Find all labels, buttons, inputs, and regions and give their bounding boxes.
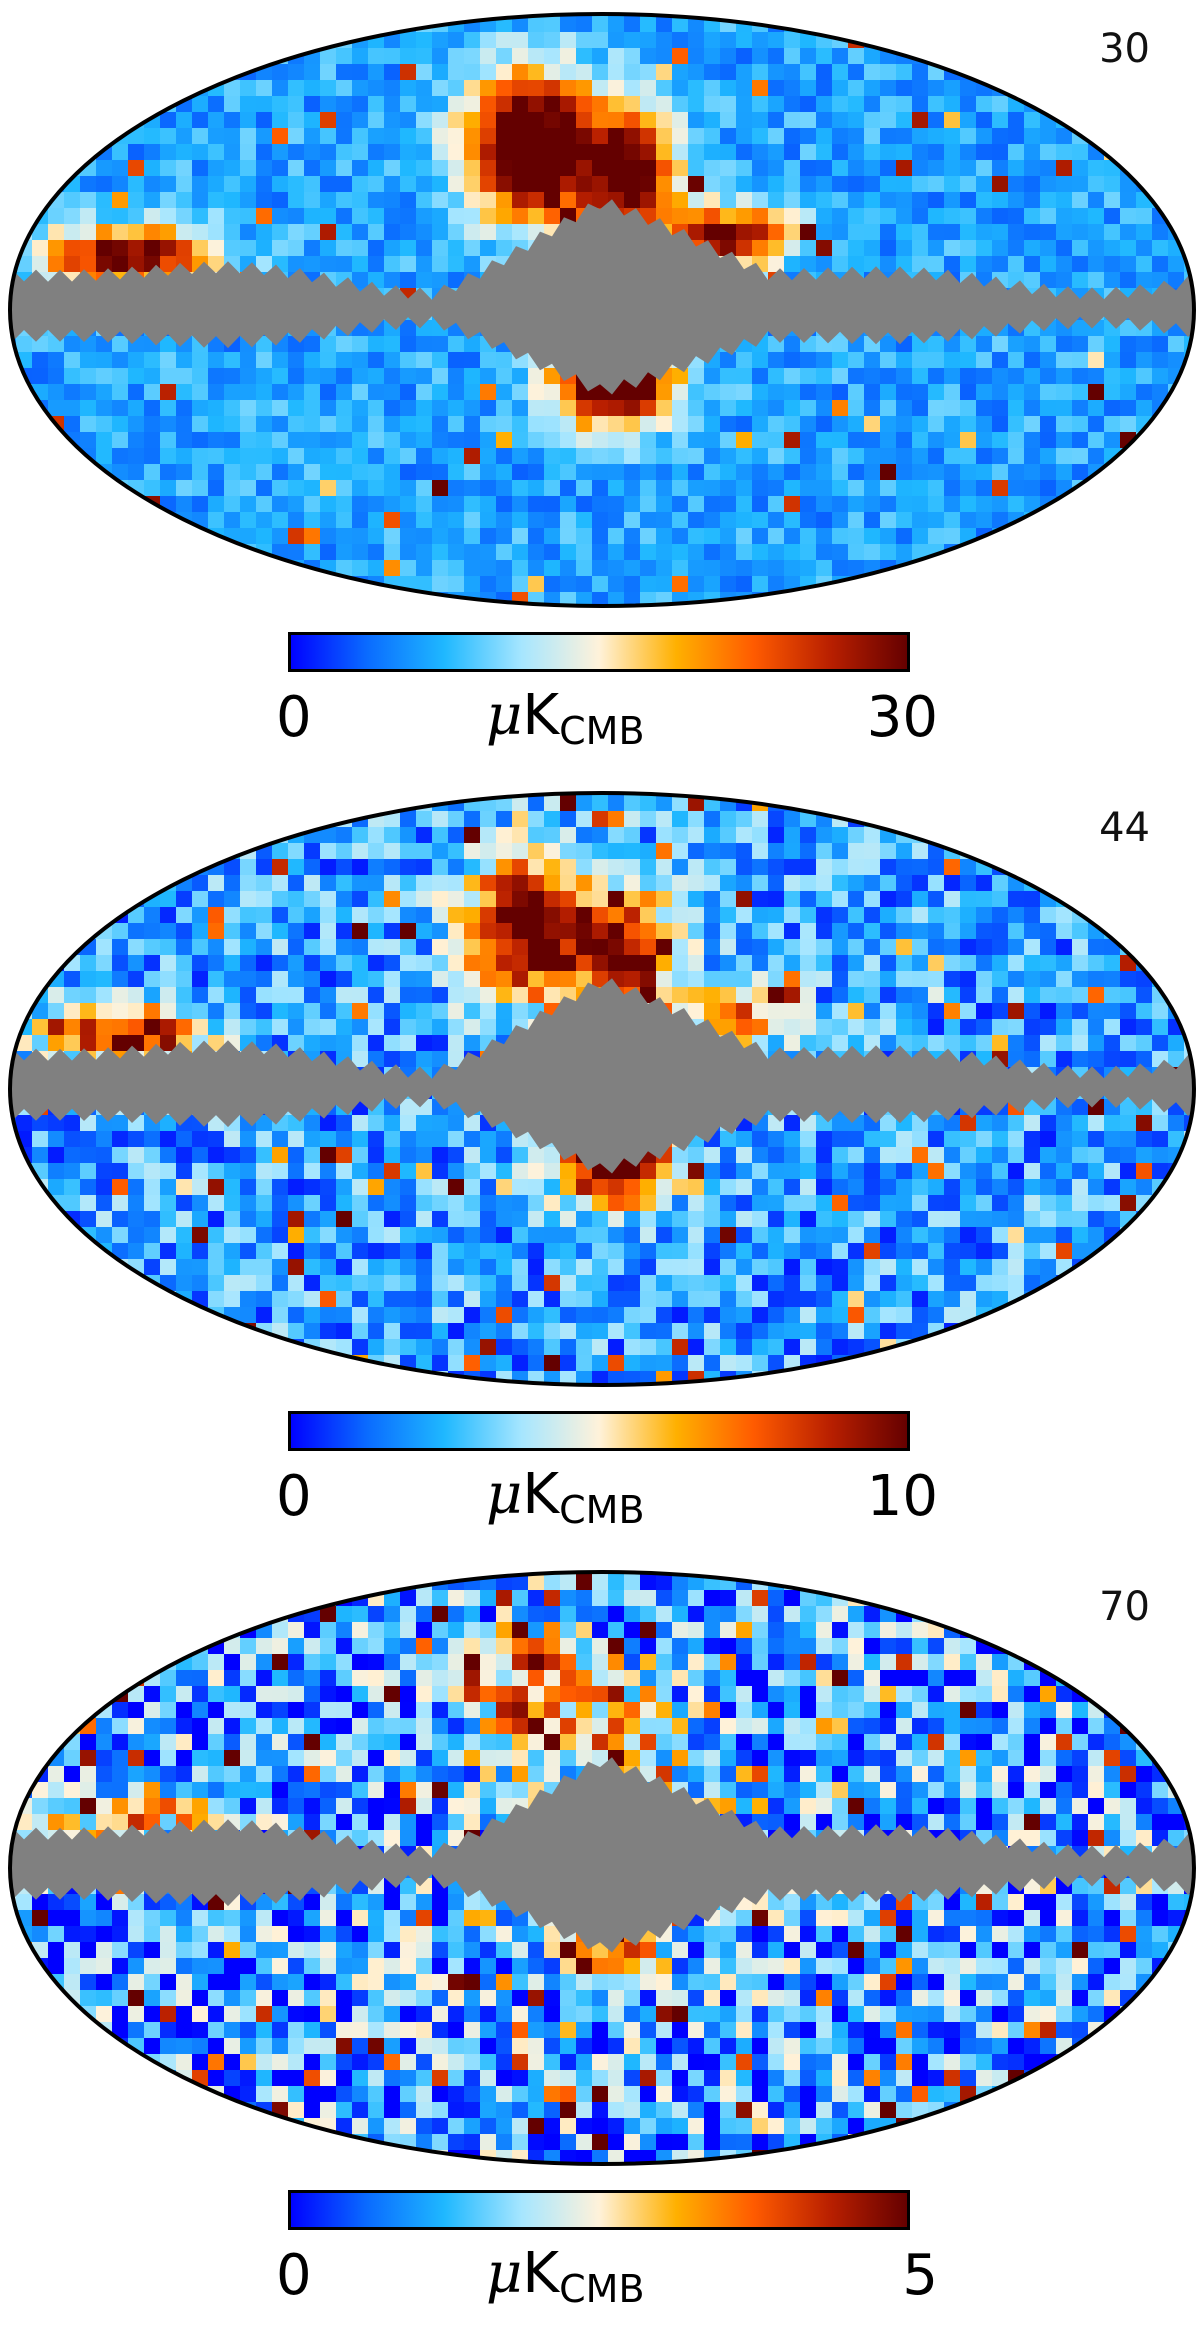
- frequency-label: 30: [1099, 26, 1150, 72]
- map-outline: [8, 12, 1196, 608]
- colorbar-gradient: [288, 632, 910, 672]
- sky-pixels: [10, 14, 1194, 606]
- sky-pixels: [10, 793, 1194, 1385]
- galactic-mask: [10, 978, 1194, 1174]
- sky-pixels: [10, 1572, 1194, 2164]
- colorbar-min-label: 0: [276, 1464, 312, 1529]
- colorbar-max-label: 5: [902, 2243, 938, 2308]
- colorbar-max-label: 10: [866, 1464, 938, 1529]
- colorbar-min-label: 0: [276, 685, 312, 750]
- frequency-label: 44: [1099, 805, 1150, 851]
- colorbar-min-label: 0: [276, 2243, 312, 2308]
- colorbar-max-label: 30: [866, 685, 938, 750]
- map-panel-70: 70 0 μKCMB 5: [0, 1558, 1200, 2337]
- galactic-mask: [10, 1757, 1194, 1953]
- mollweide-map: [8, 12, 1196, 608]
- mollweide-map: [8, 1570, 1196, 2166]
- map-outline: [8, 1570, 1196, 2166]
- map-panel-44: 44 0 μKCMB 10: [0, 779, 1200, 1558]
- mollweide-map: [8, 791, 1196, 1387]
- colorbar-unit: μKCMB: [486, 2241, 645, 2311]
- map-panel-30: 30 0 μKCMB 30: [0, 0, 1200, 779]
- colorbar: [288, 1411, 910, 1451]
- colorbar: [288, 2190, 910, 2230]
- frequency-label: 70: [1099, 1584, 1150, 1630]
- colorbar: [288, 632, 910, 672]
- colorbar-gradient: [288, 2190, 910, 2230]
- galactic-mask: [10, 199, 1194, 395]
- colorbar-unit: μKCMB: [486, 683, 645, 753]
- map-outline: [8, 791, 1196, 1387]
- colorbar-gradient: [288, 1411, 910, 1451]
- colorbar-unit: μKCMB: [486, 1462, 645, 1532]
